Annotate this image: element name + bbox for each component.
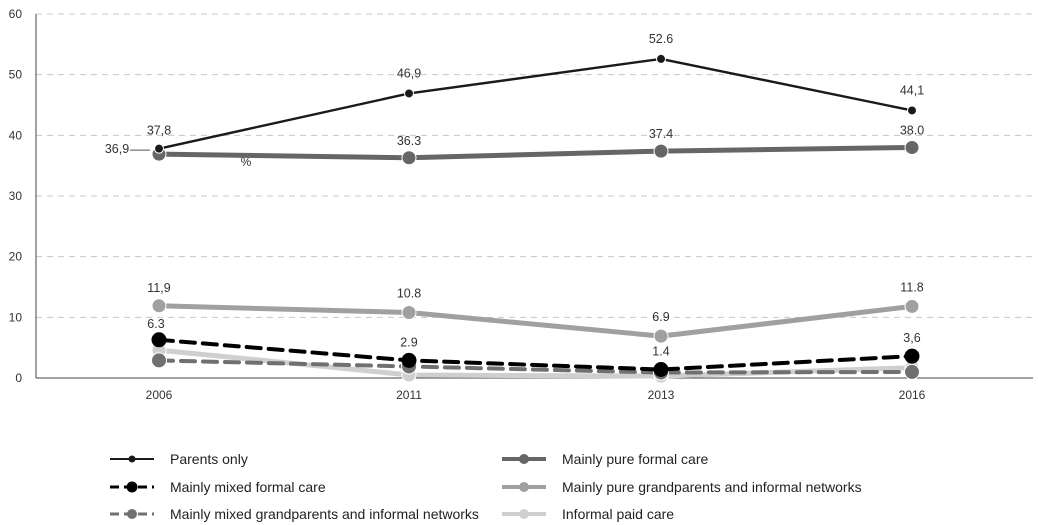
legend-item: Mainly pure formal care (500, 448, 708, 470)
data-label: 37.4 (649, 127, 673, 141)
data-point (904, 348, 920, 364)
data-label: 2.9 (400, 335, 417, 349)
data-point (904, 363, 920, 380)
legend-label: Parents only (170, 451, 248, 467)
legend-swatch (502, 482, 546, 492)
chart-legend: Parents only Mainly pure formal care Mainl… (0, 445, 1038, 524)
x-tick-label: 2016 (899, 388, 926, 402)
data-point (401, 150, 417, 166)
y-tick-label: 10 (9, 310, 23, 324)
data-label: 11.8 (900, 280, 923, 294)
data-point (653, 143, 669, 159)
data-point (401, 304, 417, 320)
data-label: 38.0 (900, 123, 924, 137)
y-tick-label: 40 (9, 128, 23, 142)
data-label: 6.9 (652, 310, 669, 324)
series-line (157, 337, 914, 372)
legend-item: Informal paid care (500, 503, 674, 525)
data-label: 6.3 (147, 317, 164, 331)
data-point (656, 53, 666, 64)
data-point (401, 352, 417, 368)
data-point (907, 105, 917, 116)
data-label: 10.8 (397, 286, 421, 300)
legend-label: Mainly pure formal care (562, 451, 709, 467)
y-tick-label: 50 (9, 68, 23, 82)
legend-swatch (110, 481, 154, 493)
series-3 (151, 298, 920, 344)
x-tick-label: 2006 (146, 388, 173, 402)
series-line (156, 144, 915, 161)
data-point (904, 298, 920, 314)
legend-swatch (110, 455, 154, 463)
data-label: 36.3 (397, 134, 421, 148)
data-label: 36,9 (105, 142, 129, 156)
y-tick-label: 0 (15, 371, 22, 385)
y-tick-label: 60 (9, 7, 23, 21)
series-line (157, 57, 914, 150)
legend-item: Parents only (108, 448, 248, 470)
legend-item: Mainly mixed grandparents and informal n… (108, 503, 479, 525)
legend-swatch (110, 509, 154, 519)
legend-swatch (502, 454, 546, 464)
data-point (154, 143, 164, 154)
data-label: 37,8 (147, 124, 171, 138)
series-0 (154, 53, 917, 154)
data-point (653, 328, 669, 344)
series-line (156, 303, 915, 339)
y-tick-label: 30 (9, 189, 23, 203)
y-tick-label: 20 (9, 250, 23, 264)
x-tick-label: 2013 (648, 388, 675, 402)
data-point (151, 332, 167, 348)
data-label: 52.6 (649, 32, 673, 46)
chart-canvas: 0 10 20 30 40 50 60 2006 2011 2013 2016% 37,8 46,9 52… (9, 7, 1033, 402)
legend-item: Mainly pure grandparents and informal ne… (500, 476, 862, 498)
data-point (904, 139, 920, 155)
data-label: 11,9 (147, 281, 170, 295)
series-2 (151, 332, 920, 378)
x-tick-label: 2011 (396, 388, 422, 402)
data-label: 3,6 (903, 331, 920, 345)
data-label: 46,9 (397, 66, 421, 80)
legend-swatch (502, 509, 546, 519)
data-point (151, 352, 167, 369)
series-1 (151, 139, 920, 166)
series-line (157, 358, 914, 375)
data-point (653, 362, 669, 378)
legend-label: Mainly mixed formal care (170, 479, 326, 495)
legend-label: Mainly mixed grandparents and informal n… (170, 506, 479, 522)
data-point (404, 88, 414, 99)
data-label: 44,1 (900, 83, 924, 97)
y-axis-unit-label: % (241, 155, 252, 169)
legend-label: Informal paid care (562, 506, 675, 522)
data-point (151, 298, 167, 314)
data-label: 1.4 (652, 345, 669, 359)
legend-label: Mainly pure grandparents and informal ne… (562, 479, 862, 495)
legend-item: Mainly mixed formal care (108, 476, 326, 498)
